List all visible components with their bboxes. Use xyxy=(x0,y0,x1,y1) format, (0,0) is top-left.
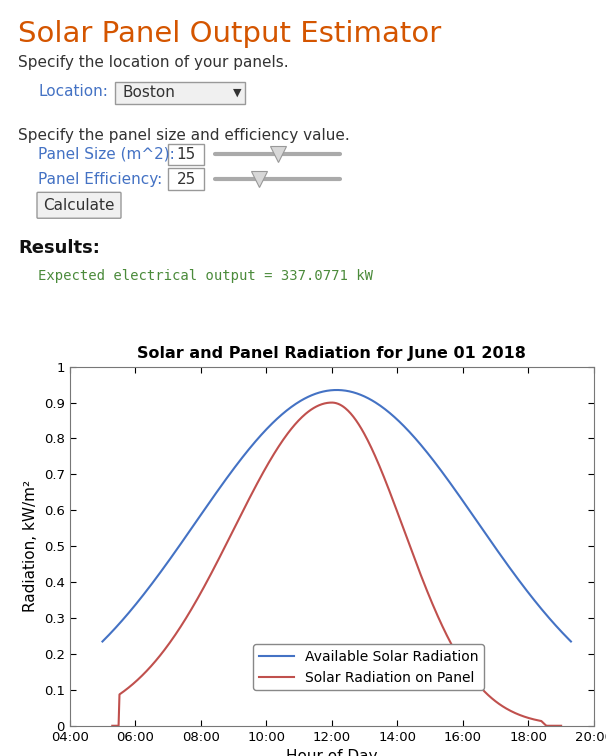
Solar Radiation on Panel xyxy=(328,398,335,407)
Text: Panel Efficiency:: Panel Efficiency: xyxy=(38,172,162,187)
Available Solar Radiation xyxy=(567,637,574,646)
Text: ▼: ▼ xyxy=(233,88,242,98)
Text: Expected electrical output = 337.0771 kW: Expected electrical output = 337.0771 kW xyxy=(38,269,373,283)
Legend: Available Solar Radiation, Solar Radiation on Panel: Available Solar Radiation, Solar Radiati… xyxy=(253,644,484,690)
Line: Solar Radiation on Panel: Solar Radiation on Panel xyxy=(112,403,561,726)
Solar Radiation on Panel xyxy=(322,398,329,407)
Available Solar Radiation xyxy=(324,386,331,395)
Available Solar Radiation xyxy=(484,531,491,541)
Line: Available Solar Radiation: Available Solar Radiation xyxy=(102,390,571,642)
Text: 15: 15 xyxy=(176,147,196,162)
Available Solar Radiation xyxy=(353,389,361,398)
Available Solar Radiation xyxy=(99,637,106,646)
Available Solar Radiation xyxy=(557,626,564,635)
Text: 25: 25 xyxy=(176,172,196,187)
FancyBboxPatch shape xyxy=(37,192,121,218)
Solar Radiation on Panel xyxy=(325,398,332,407)
Text: Results:: Results: xyxy=(18,239,100,257)
Available Solar Radiation xyxy=(379,402,386,411)
FancyBboxPatch shape xyxy=(168,169,204,191)
Solar Radiation on Panel xyxy=(548,721,555,730)
FancyBboxPatch shape xyxy=(115,82,245,104)
Available Solar Radiation xyxy=(333,386,340,395)
Text: Location:: Location: xyxy=(38,84,108,99)
Text: Calculate: Calculate xyxy=(43,198,115,212)
FancyBboxPatch shape xyxy=(168,144,204,166)
Solar Radiation on Panel xyxy=(478,683,485,692)
Solar Radiation on Panel xyxy=(558,721,565,730)
Text: Boston: Boston xyxy=(123,85,176,101)
Solar Radiation on Panel xyxy=(353,416,360,425)
Solar Radiation on Panel xyxy=(108,721,116,730)
Text: Specify the location of your panels.: Specify the location of your panels. xyxy=(18,55,288,70)
Solar Radiation on Panel xyxy=(377,463,384,472)
Y-axis label: Radiation, kW/m²: Radiation, kW/m² xyxy=(23,480,38,612)
Text: Specify the panel size and efficiency value.: Specify the panel size and efficiency va… xyxy=(18,128,350,143)
Text: Solar Panel Output Estimator: Solar Panel Output Estimator xyxy=(18,20,441,48)
Title: Solar and Panel Radiation for June 01 2018: Solar and Panel Radiation for June 01 20… xyxy=(138,346,526,361)
X-axis label: Hour of Day: Hour of Day xyxy=(286,749,378,756)
Text: Panel Size (m^2):: Panel Size (m^2): xyxy=(38,147,175,162)
Available Solar Radiation xyxy=(321,386,328,395)
